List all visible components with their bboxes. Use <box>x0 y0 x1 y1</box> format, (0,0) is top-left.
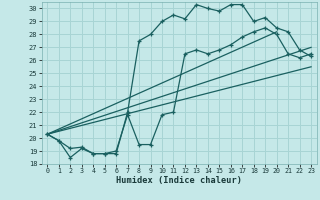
X-axis label: Humidex (Indice chaleur): Humidex (Indice chaleur) <box>116 176 242 185</box>
